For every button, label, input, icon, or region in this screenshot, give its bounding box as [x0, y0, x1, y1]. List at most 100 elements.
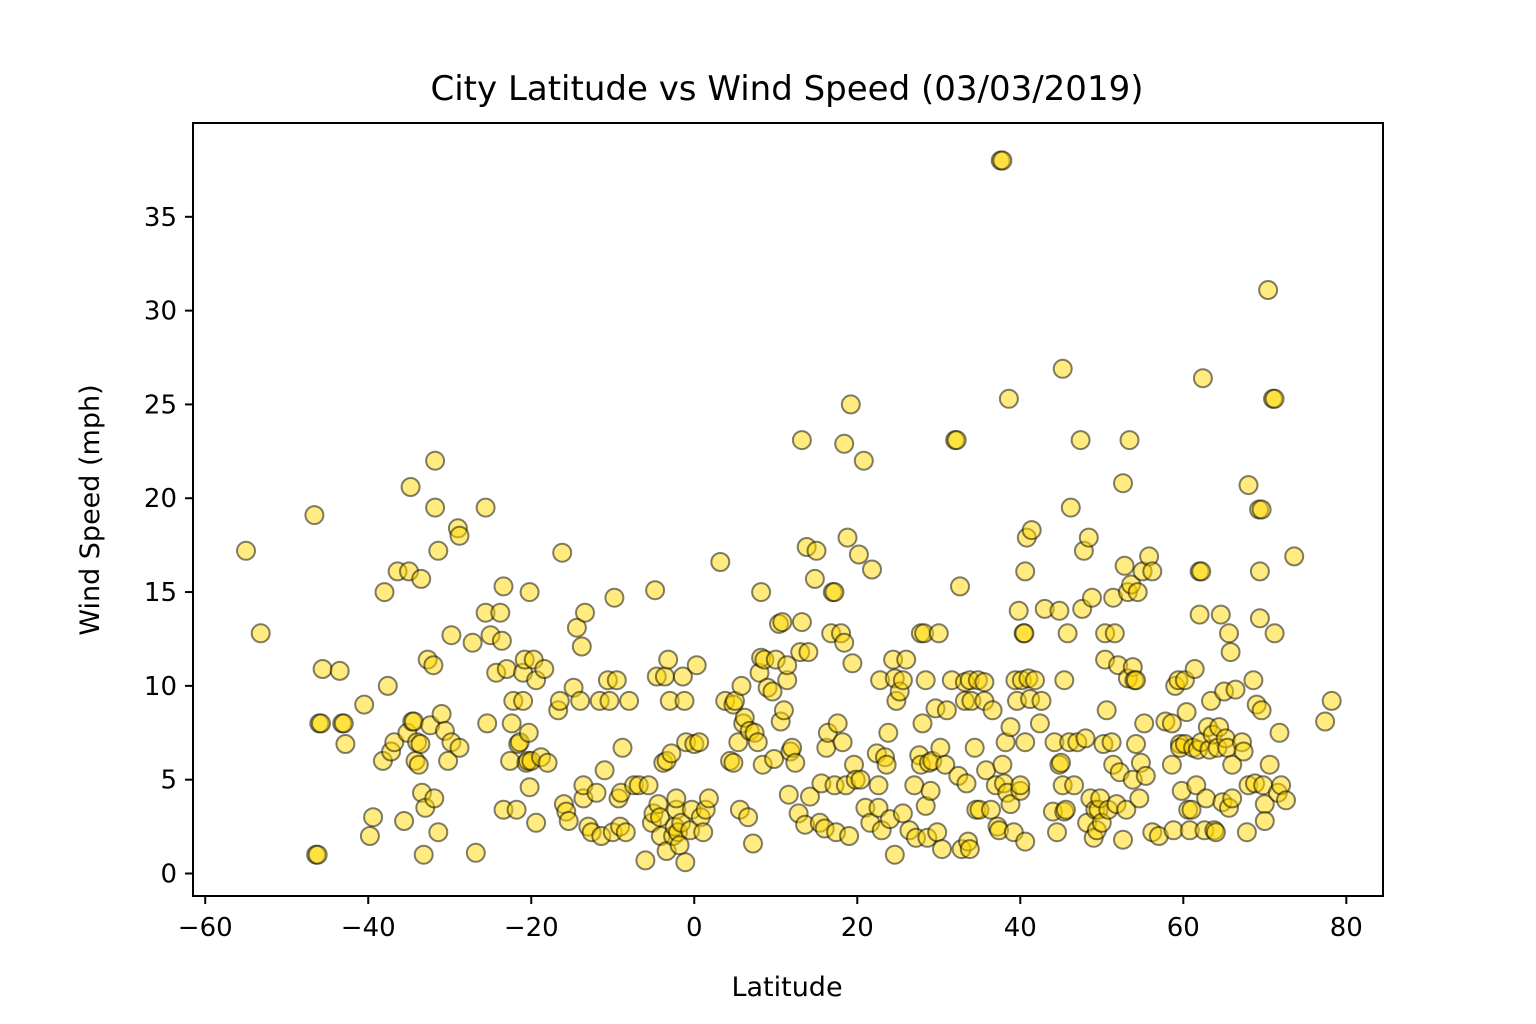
- data-point: [1014, 623, 1035, 644]
- data-point: [329, 660, 350, 681]
- data-point: [837, 527, 858, 548]
- data-point: [777, 655, 798, 676]
- data-point: [1134, 713, 1155, 734]
- data-point: [1000, 717, 1021, 738]
- data-point: [1236, 822, 1257, 843]
- y-axis-label: Wind Speed (mph): [75, 384, 106, 635]
- data-point: [408, 754, 429, 775]
- data-point: [1129, 788, 1150, 809]
- data-point: [599, 690, 620, 711]
- data-point: [1251, 499, 1272, 520]
- data-point: [1060, 497, 1081, 518]
- data-point: [800, 786, 820, 807]
- data-point: [490, 602, 511, 623]
- data-point: [892, 803, 913, 824]
- data-point: [462, 632, 483, 653]
- data-point: [950, 576, 970, 597]
- data-point: [892, 670, 913, 691]
- data-point: [723, 752, 744, 773]
- data-point: [410, 734, 431, 754]
- data-point: [475, 497, 496, 518]
- data-point: [927, 822, 948, 843]
- data-point: [1127, 582, 1148, 603]
- data-point: [526, 812, 547, 833]
- x-tick-label: −40: [341, 913, 396, 943]
- data-point: [575, 602, 595, 623]
- data-point: [1254, 811, 1275, 831]
- data-point: [982, 700, 1003, 721]
- data-point: [1238, 475, 1259, 496]
- data-point: [1258, 280, 1279, 300]
- data-point: [428, 822, 449, 843]
- x-tick-label: 20: [841, 913, 874, 943]
- data-point: [491, 630, 512, 651]
- data-point: [518, 722, 539, 743]
- data-point: [425, 450, 446, 471]
- data-point: [619, 690, 640, 711]
- data-point: [431, 704, 452, 724]
- data-point: [868, 775, 889, 796]
- data-point: [672, 666, 693, 687]
- data-point: [675, 852, 696, 873]
- data-point: [798, 642, 819, 663]
- data-point: [645, 580, 666, 601]
- data-point: [710, 552, 731, 572]
- data-point: [832, 732, 853, 753]
- y-axis: 0 5 10 15 20 25 30 35: [144, 203, 193, 889]
- x-tick-label: 40: [1004, 913, 1037, 943]
- data-point: [424, 788, 445, 809]
- data-point: [1057, 623, 1078, 644]
- data-point: [1186, 775, 1207, 796]
- data-point: [1025, 670, 1045, 691]
- data-point: [1321, 690, 1342, 711]
- x-axis: −60 −40 −20 0 20 40 60 80: [178, 896, 1363, 943]
- data-point: [1315, 711, 1336, 732]
- data-point: [374, 582, 395, 603]
- data-point: [638, 775, 659, 796]
- data-point: [1114, 555, 1135, 576]
- data-point: [686, 655, 707, 676]
- data-point: [1135, 765, 1156, 786]
- data-point: [839, 826, 860, 846]
- y-tick-label: 30: [144, 297, 177, 327]
- data-point: [853, 450, 874, 471]
- data-point: [834, 632, 855, 653]
- data-point: [449, 737, 470, 758]
- data-point: [834, 433, 855, 454]
- data-point: [932, 839, 952, 860]
- data-point: [946, 430, 967, 451]
- data-point: [1070, 430, 1091, 451]
- data-point: [335, 734, 356, 754]
- data-point: [1101, 732, 1122, 753]
- data-point: [1021, 520, 1042, 541]
- data-point: [1126, 734, 1146, 754]
- data-point: [612, 737, 633, 758]
- y-tick-label: 10: [144, 672, 177, 702]
- data-point: [604, 587, 625, 608]
- data-point: [552, 542, 573, 563]
- data-point: [747, 732, 768, 753]
- data-point: [998, 388, 1019, 409]
- data-point: [1251, 700, 1272, 721]
- data-point: [496, 659, 517, 679]
- data-point: [850, 769, 871, 790]
- data-point: [513, 690, 534, 711]
- data-point: [1126, 670, 1146, 691]
- y-tick-label: 5: [160, 766, 177, 796]
- data-point: [878, 722, 899, 743]
- data-point: [1051, 752, 1071, 773]
- data-point: [413, 844, 434, 865]
- data-point: [304, 505, 325, 526]
- y-tick-label: 35: [144, 203, 177, 233]
- data-point: [250, 623, 271, 644]
- data-point: [658, 649, 679, 670]
- data-point: [477, 713, 498, 734]
- data-point: [449, 525, 470, 546]
- data-point: [411, 568, 432, 589]
- data-point: [661, 743, 682, 764]
- data-point: [764, 749, 785, 769]
- data-point: [1049, 600, 1070, 621]
- data-point: [1000, 794, 1021, 815]
- data-point: [312, 659, 333, 679]
